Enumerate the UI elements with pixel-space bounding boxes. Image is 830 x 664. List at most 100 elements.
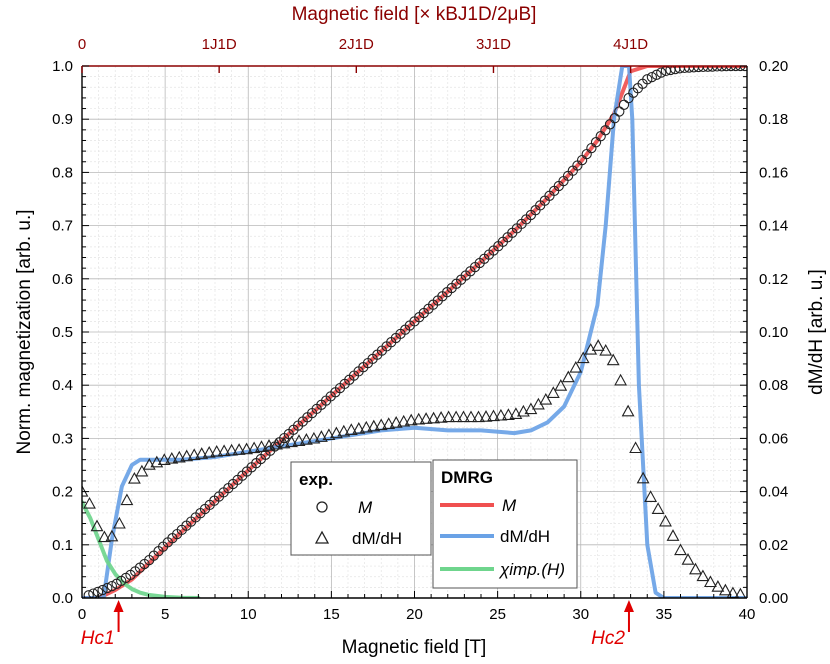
marker-triangle xyxy=(255,440,268,452)
legend-exp: exp. M dM/dH xyxy=(290,461,432,556)
legend-dmrg-label-dmdh: dM/dH xyxy=(500,527,550,546)
y-right-tick-label: 0.10 xyxy=(759,324,788,341)
marker-triangle xyxy=(457,410,470,423)
y-left-tick-label: 0.9 xyxy=(52,111,73,128)
marker-triangle xyxy=(217,444,231,457)
legend-dmrg: DMRG M dM/dH χimp.(H) xyxy=(432,459,578,589)
marker-triangle xyxy=(629,441,643,454)
y-axis-left-title: Norm. magnetization [arb. u.] xyxy=(14,210,35,455)
marker-triangle xyxy=(277,436,291,449)
marker-triangle xyxy=(285,435,298,448)
marker-triangle xyxy=(569,360,583,373)
marker-triangle xyxy=(389,416,403,428)
y-right-tick-label: 0.18 xyxy=(759,111,788,128)
marker-circle xyxy=(97,584,108,596)
marker-triangle xyxy=(734,587,747,598)
marker-circle xyxy=(83,590,94,598)
y-right-tick-label: 0.04 xyxy=(759,484,788,501)
legend-exp-title: exp. xyxy=(299,470,333,489)
marker-triangle xyxy=(359,420,373,433)
marker-triangle xyxy=(427,411,441,424)
marker-triangle xyxy=(479,410,493,422)
marker-circle xyxy=(92,586,104,598)
marker-triangle xyxy=(472,410,485,423)
y-right-tick-label: 0.12 xyxy=(759,271,788,288)
series-layer xyxy=(82,66,747,598)
marker-triangle xyxy=(314,430,328,442)
marker-triangle xyxy=(412,412,426,425)
marker-triangle xyxy=(165,451,179,464)
marker-circle xyxy=(88,588,99,598)
ticks: 0 5 10 15 20 25 30 35 40 0.0 0.1 0.2 0.3 0.4 0.5 0.6 0.7… xyxy=(52,36,788,623)
marker-circle xyxy=(102,582,113,594)
series-line-M xyxy=(82,66,747,598)
series-line-dM/dH xyxy=(82,66,747,598)
marker-triangle xyxy=(247,441,261,454)
marker-triangle xyxy=(210,444,224,457)
critical-label-Hc2: Hc2 xyxy=(591,628,625,649)
marker-triangle xyxy=(157,453,171,465)
marker-triangle xyxy=(681,553,695,565)
y-right-tick-label: 0.14 xyxy=(759,218,788,235)
y-left-tick-label: 0.5 xyxy=(52,324,73,341)
marker-triangle xyxy=(464,410,478,423)
marker-triangle xyxy=(621,404,635,417)
marker-triangle xyxy=(83,496,96,509)
marker-triangle xyxy=(419,412,433,424)
legend-dmrg-title: DMRG xyxy=(441,468,493,487)
marker-circle xyxy=(106,580,118,592)
legend-dmrg-label-m: M xyxy=(502,496,517,515)
marker-triangle xyxy=(659,514,672,527)
marker-triangle xyxy=(337,424,351,437)
marker-triangle xyxy=(651,502,665,514)
critical-field-markers: Hc1 Hc2 xyxy=(81,600,634,649)
marker-triangle xyxy=(576,351,590,364)
x-tick-label: 35 xyxy=(656,606,673,623)
top-tick-label: 0 xyxy=(78,36,86,53)
x-tick-label: 25 xyxy=(489,606,506,623)
legend-dmrg-box xyxy=(432,459,578,589)
x-tick-label: 10 xyxy=(240,606,257,623)
marker-triangle xyxy=(307,431,321,444)
top-tick-label: 4J1D xyxy=(613,36,648,53)
y-axis-right-title: dM/dH [arb. u.] xyxy=(806,269,827,395)
marker-circle xyxy=(656,67,667,78)
marker-triangle xyxy=(382,417,396,429)
arrowhead-Hc2 xyxy=(623,600,634,612)
y-left-tick-label: 0.3 xyxy=(52,430,73,447)
marker-triangle xyxy=(591,339,605,351)
y-left-tick-label: 0.7 xyxy=(52,218,73,235)
marker-triangle xyxy=(666,529,680,541)
y-right-tick-label: 0.00 xyxy=(759,590,788,607)
top-axis-title: Magnetic field [× kBJ1D/2μB] xyxy=(292,4,537,25)
x-tick-label: 0 xyxy=(78,606,86,623)
marker-triangle xyxy=(97,530,111,543)
x-tick-label: 5 xyxy=(161,606,169,623)
marker-triangle xyxy=(516,404,530,417)
marker-triangle xyxy=(696,569,710,582)
marker-triangle xyxy=(711,580,725,592)
marker-triangle xyxy=(187,448,201,461)
marker-triangle xyxy=(322,428,336,441)
marker-triangle xyxy=(644,490,658,502)
top-tick-label: 1J1D xyxy=(202,36,237,53)
y-left-tick-label: 0.4 xyxy=(52,377,73,394)
marker-triangle xyxy=(449,410,463,423)
marker-triangle xyxy=(397,414,411,427)
top-tick-label: 2J1D xyxy=(339,36,374,53)
marker-triangle xyxy=(142,458,156,470)
marker-triangle xyxy=(442,410,456,423)
y-left-tick-label: 1.0 xyxy=(52,58,73,75)
marker-triangle xyxy=(561,370,575,383)
marker-triangle xyxy=(180,449,194,462)
marker-triangle xyxy=(299,433,313,445)
legend-exp-label-dmdh: dM/dH xyxy=(352,529,402,548)
series-line-χimp.(H) xyxy=(82,500,201,598)
marker-triangle xyxy=(718,583,732,596)
legend-exp-marker-triangle xyxy=(314,530,330,544)
marker-triangle xyxy=(614,373,628,386)
marker-triangle xyxy=(270,437,283,450)
x-tick-label: 30 xyxy=(572,606,589,623)
y-left-tick-label: 0.6 xyxy=(52,271,73,288)
marker-triangle xyxy=(367,419,381,432)
